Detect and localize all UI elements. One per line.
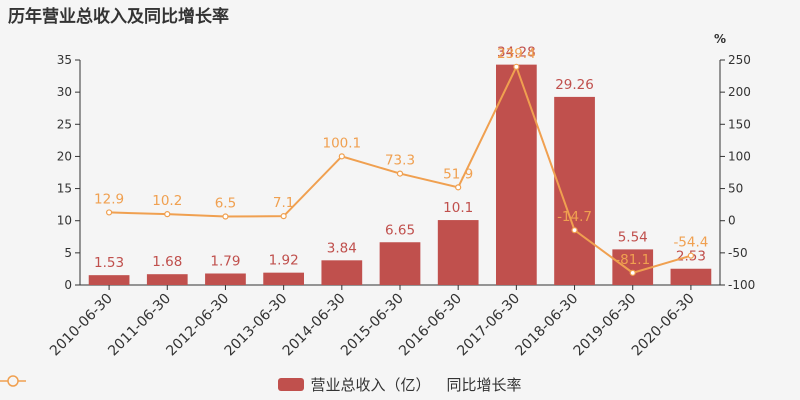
bar-value-label: 1.92 [269,253,299,269]
legend-label-revenue: 营业总收入（亿） [310,376,431,394]
growth-point [629,269,636,276]
growth-value-label: 12.9 [94,191,124,207]
growth-point [222,213,229,220]
legend: 营业总收入（亿） 同比增长率 [0,374,800,395]
growth-value-label: 239.4 [497,46,536,62]
legend-line-swatch [0,375,26,387]
bar [496,64,537,285]
growth-point [280,213,287,220]
bar-value-label: 29.26 [555,77,594,93]
y-tick-label-left: 15 [57,182,72,196]
bar-value-label: 1.68 [152,254,182,270]
y2-unit-label: % [714,32,726,46]
y2-tick-label-right: 100 [728,149,751,163]
bar [321,260,363,285]
y2-tick-label-right: 150 [728,117,751,131]
bar [437,220,479,285]
bar [670,268,712,285]
bar-value-label: 5.54 [618,229,648,245]
bar-value-label: 3.84 [327,240,357,256]
bar-value-label: 6.65 [385,222,415,238]
y-tick-label-left: 30 [57,85,72,99]
growth-value-label: 6.5 [215,196,236,212]
growth-point [687,252,695,259]
y-tick-label-left: 5 [64,246,72,260]
growth-value-label: 100.1 [322,135,361,151]
legend-item-revenue[interactable]: 营业总收入（亿） [278,374,431,395]
legend-bar-swatch [278,378,305,391]
growth-point [455,184,462,191]
y2-tick-label-right: -100 [728,278,755,292]
growth-point [513,63,520,70]
y2-tick-label-right: 50 [728,182,743,196]
y-tick-label-left: 0 [64,278,72,292]
x-tick-label: 2020-06-30 [629,291,698,360]
growth-point [571,227,578,234]
bar [88,275,130,285]
growth-point [338,153,345,160]
bar-value-label: 34.28 [497,45,536,61]
chart-title: 历年营业总收入及同比增长率 [8,7,229,27]
growth-value-label: -14.7 [557,209,592,225]
y-tick-label-left: 20 [57,149,72,163]
y-tick-label-left: 25 [57,117,72,131]
bar [146,274,188,285]
bar-value-label: 1.53 [94,255,124,271]
y-tick-label-left: 10 [57,214,72,228]
growth-value-label: -54.4 [673,235,708,251]
bar-value-label: 1.79 [210,253,240,269]
growth-value-label: 51.9 [443,166,473,182]
y2-tick-label-right: 200 [728,85,751,99]
growth-value-label: 7.1 [273,195,294,211]
growth-point [105,209,113,216]
growth-value-label: -81.1 [615,252,650,268]
bar [379,242,421,285]
y2-tick-label-right: -50 [728,246,748,260]
y-tick-label-left: 35 [57,53,72,67]
growth-value-label: 10.2 [152,193,182,209]
growth-point [396,170,404,177]
legend-label-growth: 同比增长率 [446,376,522,394]
growth-value-label: 73.3 [385,153,415,169]
growth-line [109,64,692,274]
bar-value-label: 10.1 [443,200,473,216]
bar [263,272,304,285]
growth-point [164,211,171,218]
bar [205,273,246,285]
bar [612,249,654,285]
y2-tick-label-right: 250 [728,53,751,67]
legend-item-growth[interactable]: 同比增长率 [0,374,522,395]
y2-tick-label-right: 0 [728,214,736,228]
